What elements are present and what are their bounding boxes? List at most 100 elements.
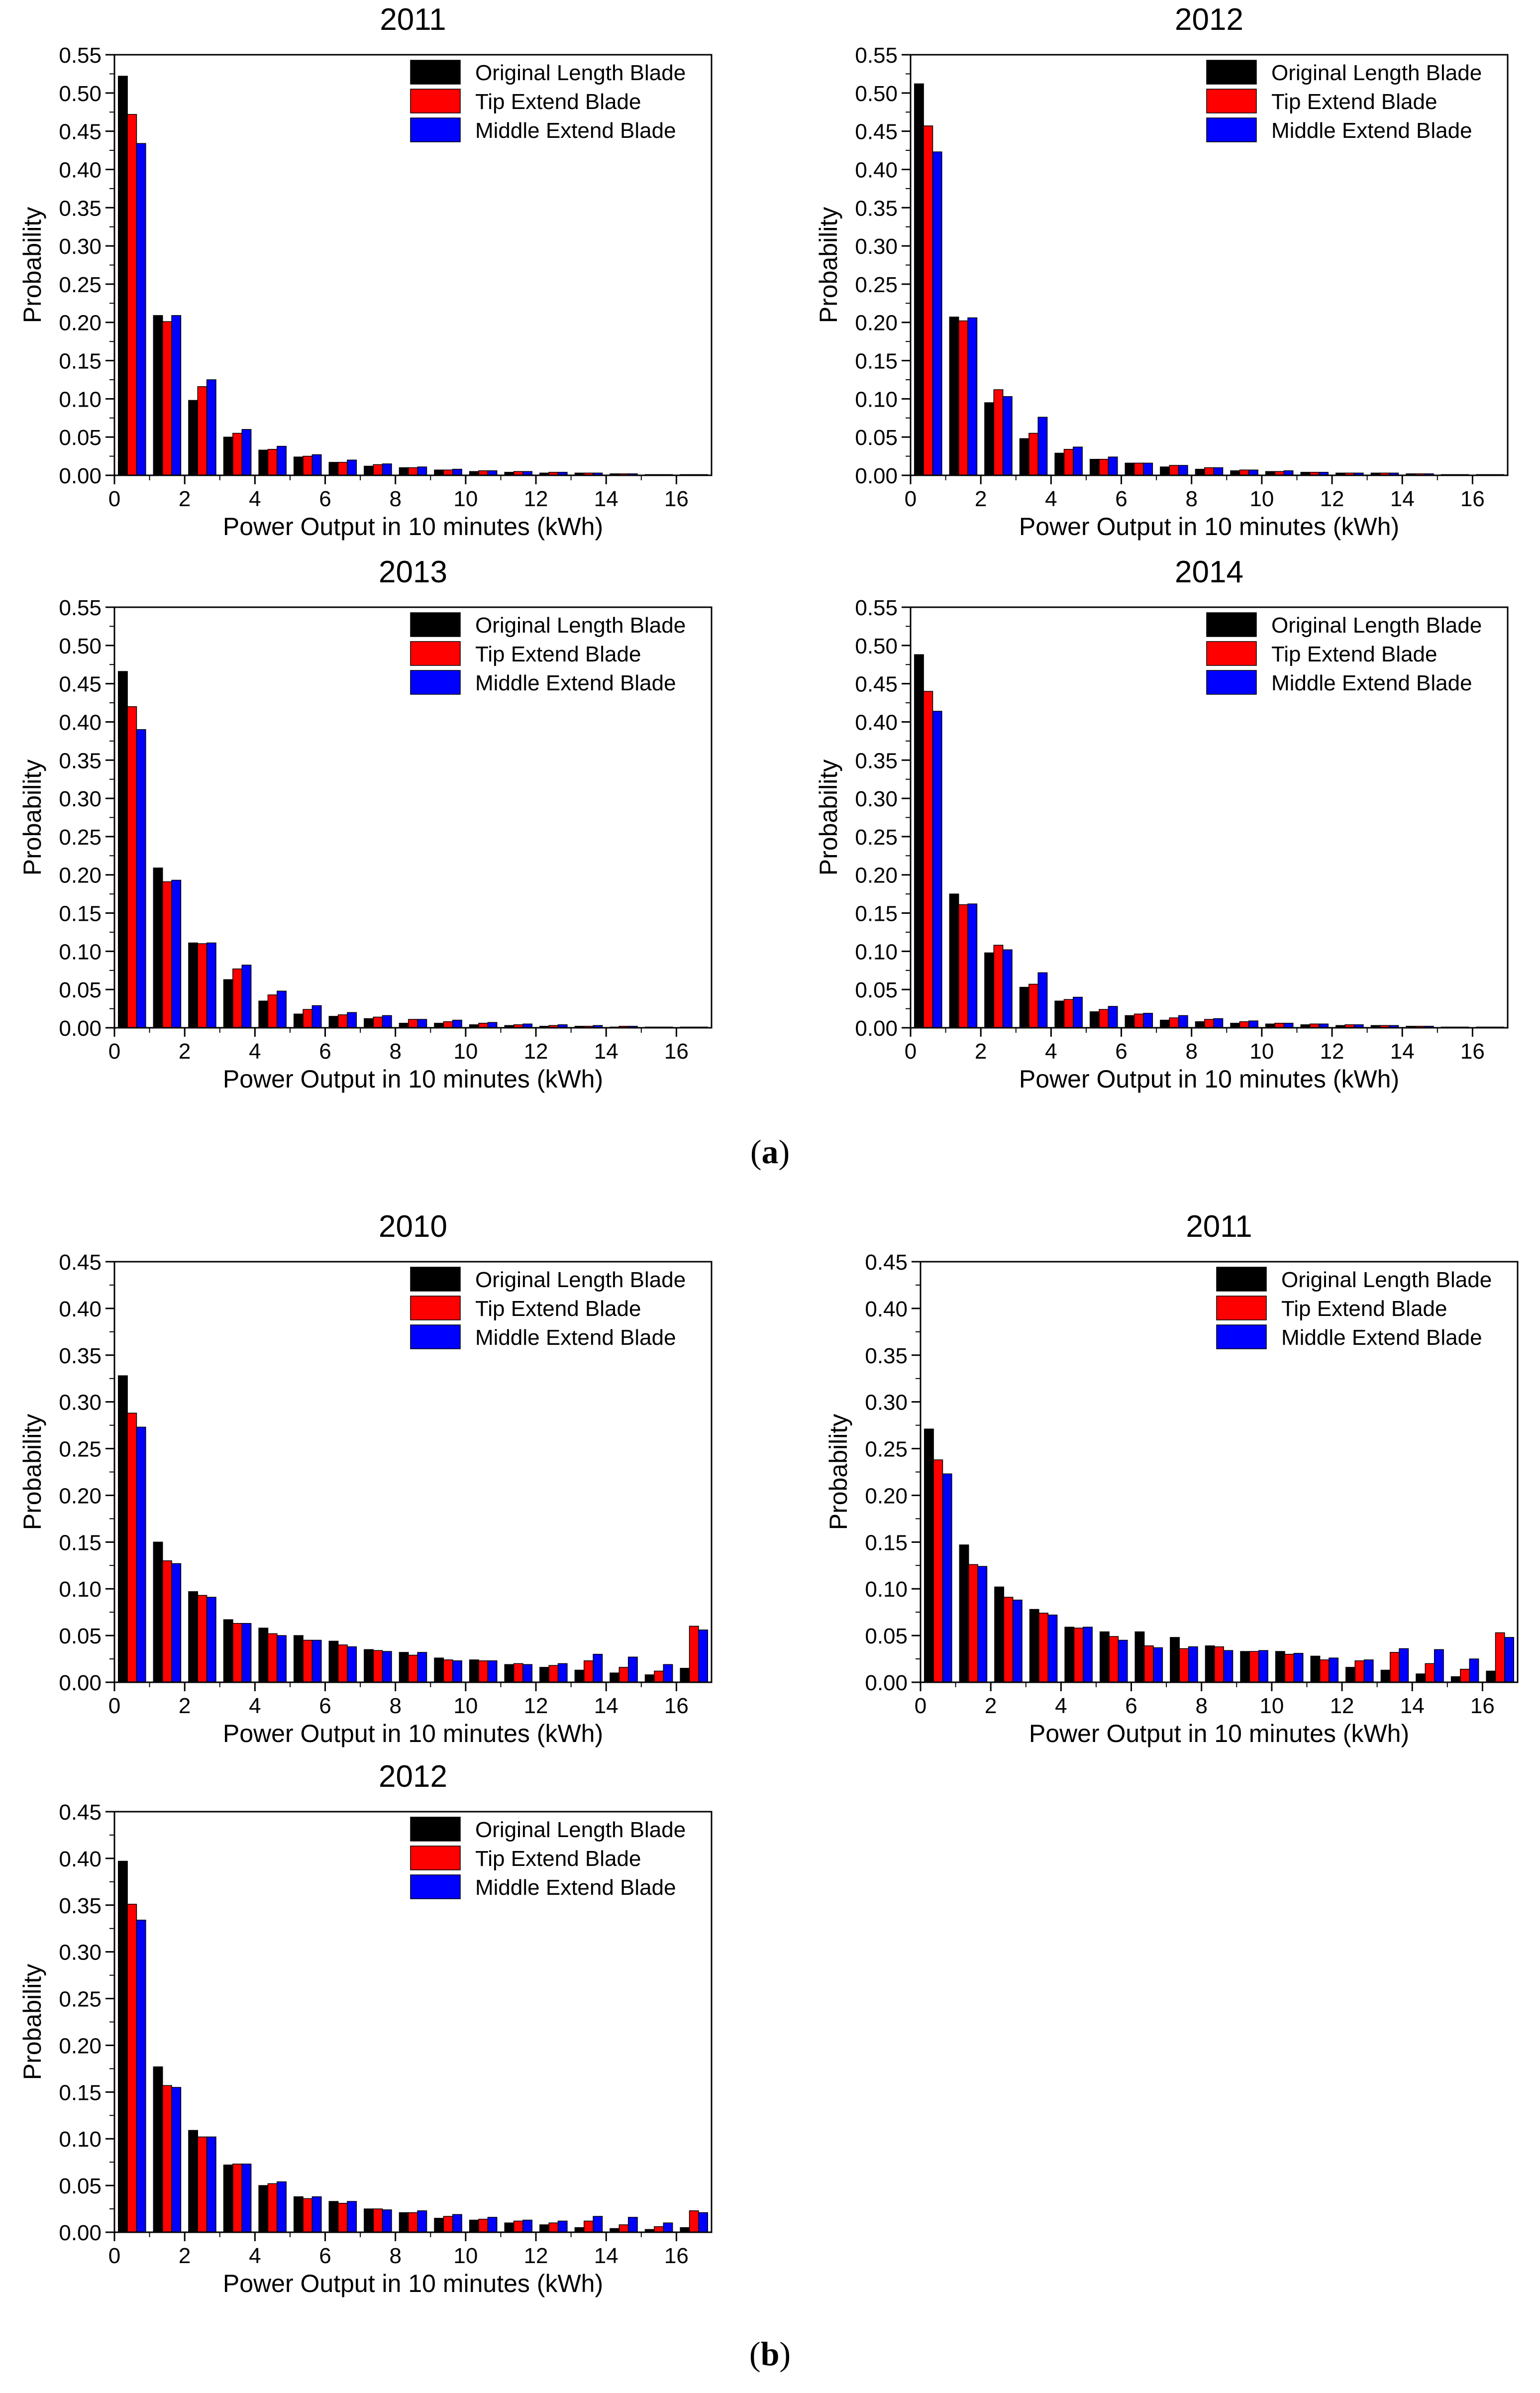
x-tick-label: 14 — [594, 2244, 618, 2268]
bar-original-length-blade — [364, 1018, 374, 1028]
bar-original-length-blade — [1486, 1670, 1496, 1683]
bar-tip-extend-blade — [337, 462, 348, 476]
bar-middle-extend-blade — [347, 1646, 357, 1683]
chart-panel-a-2011: 2011 0.00 0.05 0.10 0.15 0.20 0.25 0.30 0.35 0.40… — [15, 0, 731, 552]
x-tick-label: 16 — [1460, 1039, 1485, 1064]
x-tick-label: 6 — [319, 487, 331, 511]
legend-label-middle-extend-blade: Middle Extend Blade — [475, 118, 676, 143]
bar-tip-extend-blade — [1063, 449, 1074, 476]
y-tick-label: 0.30 — [865, 1391, 908, 1415]
chart-title: 2013 — [379, 555, 447, 589]
bar-middle-extend-blade — [417, 2210, 427, 2233]
bar-tip-extend-blade — [958, 904, 968, 1028]
bar-middle-extend-blade — [136, 143, 146, 476]
y-tick-label: 0.10 — [59, 2127, 102, 2152]
bar-tip-extend-blade — [162, 1560, 172, 1683]
y-tick-label: 0.05 — [855, 978, 898, 1002]
bar-original-length-blade — [188, 2130, 199, 2233]
y-tick-label: 0.10 — [59, 940, 102, 964]
y-tick-label: 0.45 — [855, 672, 898, 697]
bar-original-length-blade — [959, 1544, 969, 1683]
bar-tip-extend-blade — [654, 1670, 664, 1683]
bar-original-length-blade — [1170, 1637, 1180, 1683]
x-axis-title: Power Output in 10 minutes (kWh) — [1019, 1065, 1399, 1093]
bar-original-length-blade — [1099, 1631, 1110, 1683]
bar-tip-extend-blade — [548, 2222, 559, 2233]
chart-svg: 2011 0.00 0.05 0.10 0.15 0.20 0.25 0.30 0.35 0.40… — [824, 1209, 1519, 1747]
bar-tip-extend-blade — [373, 1650, 383, 1683]
y-tick-label: 0.25 — [855, 273, 898, 297]
x-axis-title: Power Output in 10 minutes (kWh) — [1029, 1720, 1409, 1747]
bar-tip-extend-blade — [1133, 462, 1144, 476]
bar-tip-extend-blade — [303, 2198, 313, 2233]
bar-tip-extend-blade — [968, 1564, 978, 1683]
legend-swatch-tip-extend-blade — [410, 1296, 461, 1320]
x-tick-label: 6 — [1125, 1694, 1137, 1718]
bar-original-length-blade — [258, 1000, 269, 1028]
y-tick-label: 0.15 — [865, 1530, 908, 1555]
bar-middle-extend-blade — [1248, 469, 1258, 476]
bar-original-length-blade — [1125, 462, 1135, 476]
bar-original-length-blade — [223, 436, 233, 476]
bar-tip-extend-blade — [1460, 1668, 1470, 1683]
bar-original-length-blade — [610, 1672, 620, 1683]
bar-middle-extend-blade — [382, 1015, 392, 1028]
bar-original-length-blade — [1195, 1021, 1205, 1028]
bar-original-length-blade — [914, 83, 924, 476]
x-axis-title: Power Output in 10 minutes (kWh) — [223, 513, 603, 541]
bar-tip-extend-blade — [1038, 1613, 1048, 1683]
bar-middle-extend-blade — [417, 1652, 427, 1683]
bar-middle-extend-blade — [1178, 465, 1188, 476]
bar-tip-extend-blade — [127, 1904, 137, 2233]
bar-middle-extend-blade — [1002, 396, 1013, 476]
bar-middle-extend-blade — [452, 1019, 462, 1028]
chart-svg: 20120.000.050.100.150.200.250.300.350.40… — [815, 2, 1509, 541]
y-axis-title: Probability — [18, 1414, 46, 1530]
bar-tip-extend-blade — [1099, 458, 1109, 476]
chart-title: 2010 — [379, 1209, 447, 1244]
legend-label-original-length-blade: Original Length Blade — [1271, 613, 1482, 638]
legend-swatch-tip-extend-blade — [410, 641, 461, 666]
y-tick-label: 0.30 — [59, 787, 102, 811]
x-tick-label: 16 — [1460, 487, 1485, 511]
bar-original-length-blade — [469, 2219, 479, 2233]
y-axis-title: Probability — [815, 207, 842, 323]
y-tick-label: 0.40 — [59, 158, 102, 182]
y-axis-title: Probability — [18, 760, 46, 875]
bar-original-length-blade — [924, 1428, 934, 1683]
x-tick-label: 14 — [594, 1039, 618, 1064]
bar-original-length-blade — [153, 2066, 163, 2233]
x-tick-label: 12 — [1320, 487, 1344, 511]
bar-tip-extend-blade — [1354, 1660, 1365, 1683]
x-tick-label: 14 — [1390, 1039, 1415, 1064]
bar-tip-extend-blade — [197, 2136, 207, 2233]
bar-original-length-blade — [680, 1668, 690, 1683]
bar-tip-extend-blade — [513, 2220, 523, 2233]
x-tick-label: 16 — [1470, 1694, 1495, 1718]
bar-original-length-blade — [118, 1375, 128, 1683]
bar-tip-extend-blade — [162, 321, 172, 476]
chart-title: 2012 — [1175, 2, 1243, 37]
x-tick-label: 2 — [975, 487, 987, 511]
bar-middle-extend-blade — [277, 2181, 287, 2233]
y-axis-title: Probability — [824, 1414, 852, 1530]
bar-tip-extend-blade — [1143, 1645, 1154, 1683]
bar-original-length-blade — [223, 2165, 233, 2233]
legend-label-middle-extend-blade: Middle Extend Blade — [475, 671, 676, 695]
x-tick-label: 10 — [453, 2244, 478, 2268]
bar-tip-extend-blade — [1169, 465, 1179, 476]
bar-tip-extend-blade — [478, 2218, 489, 2233]
x-tick-label: 14 — [594, 487, 618, 511]
bar-original-length-blade — [434, 469, 444, 476]
bar-tip-extend-blade — [933, 1459, 943, 1683]
x-tick-label: 6 — [319, 2244, 331, 2268]
x-tick-label: 0 — [915, 1694, 926, 1718]
y-tick-label: 0.45 — [865, 1250, 908, 1275]
legend-swatch-tip-extend-blade — [1206, 89, 1257, 113]
y-tick-label: 0.40 — [865, 1297, 908, 1321]
bar-original-length-blade — [644, 1674, 655, 1683]
y-tick-label: 0.55 — [855, 43, 898, 68]
bar-middle-extend-blade — [1047, 1615, 1058, 1683]
y-tick-label: 0.20 — [59, 2034, 102, 2058]
y-tick-label: 0.35 — [59, 749, 102, 773]
